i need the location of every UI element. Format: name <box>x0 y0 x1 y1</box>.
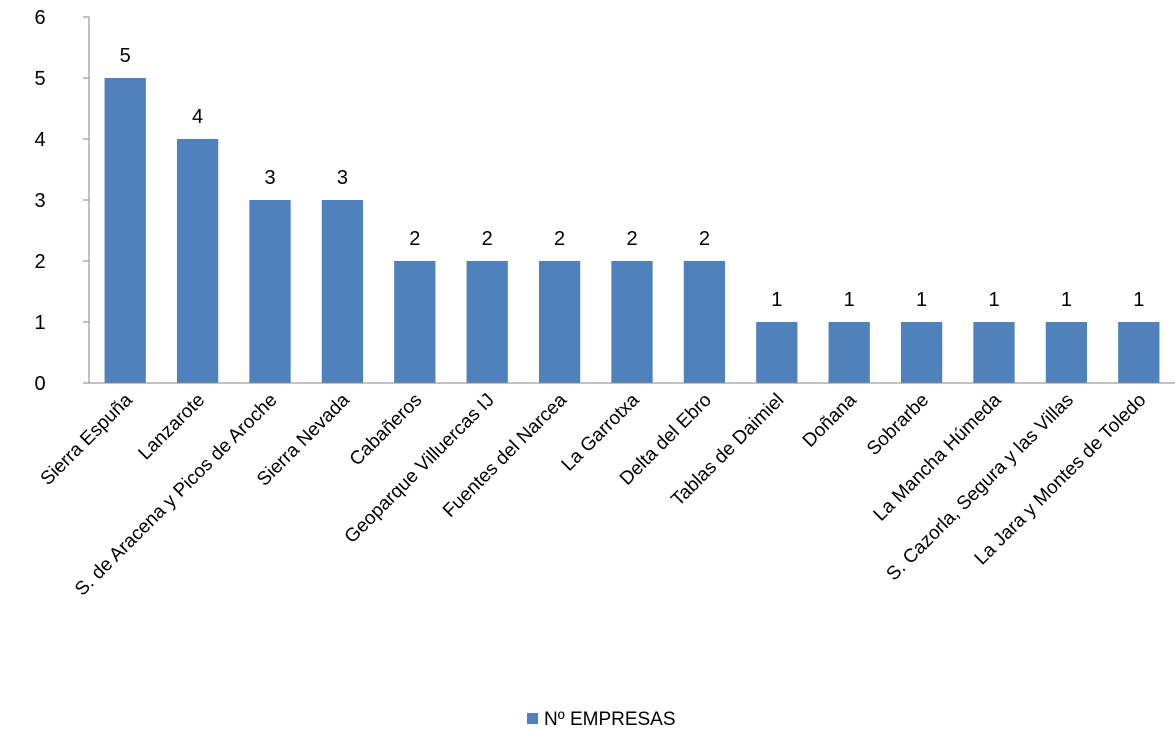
bar <box>538 261 581 383</box>
bar <box>321 200 364 383</box>
data-label: 2 <box>482 228 493 250</box>
legend-swatch <box>527 713 538 724</box>
data-label: 3 <box>337 167 348 189</box>
bar <box>394 261 436 383</box>
bar <box>756 322 798 383</box>
category-label: Fuentes del Narcea <box>439 389 571 521</box>
bar <box>683 261 726 383</box>
data-label: 1 <box>988 289 999 311</box>
category-label: La Mancha Húmeda <box>870 389 1006 525</box>
bar <box>1118 322 1160 383</box>
bar <box>1045 322 1088 383</box>
data-label: 2 <box>409 228 420 250</box>
bar <box>611 261 653 383</box>
bar <box>104 78 146 383</box>
category-label: Doñana <box>799 389 861 451</box>
data-label: 4 <box>192 106 203 128</box>
data-label: 1 <box>844 289 855 311</box>
y-tick-label: 1 <box>34 312 45 334</box>
bar <box>176 139 219 383</box>
y-tick-label: 0 <box>34 373 45 395</box>
bar <box>973 322 1015 383</box>
bar <box>828 322 870 383</box>
category-label: Sobrarbe <box>863 390 933 460</box>
category-label: Geoparque Villuercas IJ <box>341 390 499 548</box>
axes <box>88 17 1175 384</box>
legend: Nº EMPRESAS <box>527 709 676 730</box>
bars <box>104 78 1160 383</box>
bar <box>249 200 291 383</box>
data-label: 1 <box>1133 289 1144 311</box>
data-label: 5 <box>120 45 131 67</box>
data-label: 1 <box>916 289 927 311</box>
data-label: 3 <box>264 167 275 189</box>
data-label: 1 <box>1061 289 1072 311</box>
bar <box>900 322 943 383</box>
data-label: 1 <box>771 289 782 311</box>
y-tick-label: 4 <box>34 129 45 151</box>
data-label: 2 <box>554 228 565 250</box>
category-label: Lanzarote <box>135 390 210 465</box>
y-axis-ticks: 0 1 2 3 4 5 6 <box>34 7 89 395</box>
legend-label: Nº EMPRESAS <box>544 709 676 730</box>
data-labels: 5 4 3 3 2 2 2 2 2 1 1 1 1 1 1 <box>120 45 1145 311</box>
y-tick-label: 3 <box>34 190 45 212</box>
y-tick-label: 2 <box>34 251 45 273</box>
y-tick-label: 5 <box>34 68 45 90</box>
data-label: 2 <box>699 228 710 250</box>
y-tick-label: 6 <box>34 7 45 29</box>
category-label: Sierra Espuña <box>37 389 137 489</box>
bar <box>466 261 508 383</box>
data-label: 2 <box>626 228 637 250</box>
